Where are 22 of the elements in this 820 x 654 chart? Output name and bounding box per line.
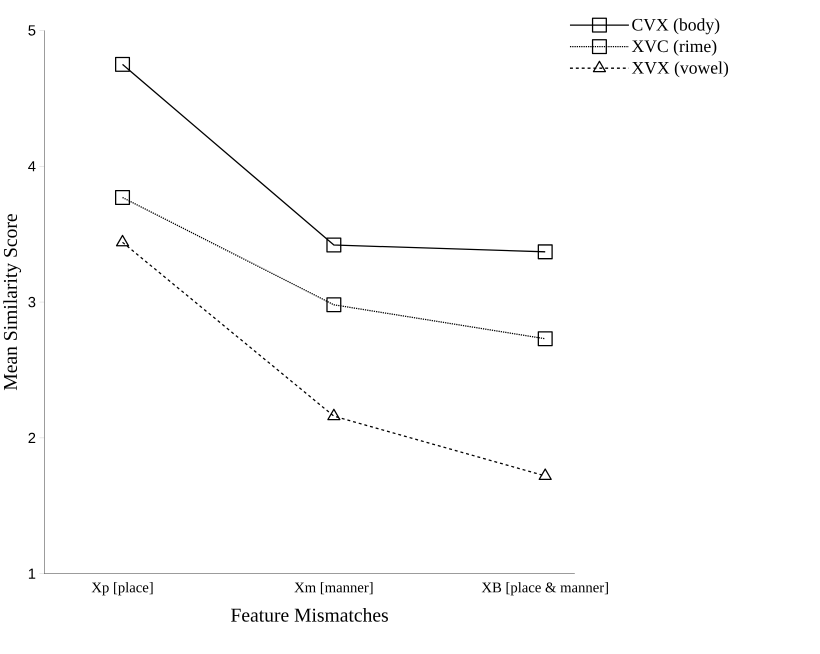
point [115, 56, 130, 72]
y-axis-title: Mean Similarity Score [3, 214, 22, 390]
x-tick-label: Xp [place] [92, 582, 153, 596]
point [327, 408, 340, 420]
legend-label: CVX (body) [632, 18, 720, 34]
y-tick-label: 3 [28, 296, 36, 308]
legend-label: XVX (vowel) [632, 61, 728, 78]
point [538, 244, 553, 260]
point [538, 468, 552, 480]
point [538, 331, 553, 346]
x-axis-title: Feature Mismatches [231, 608, 388, 622]
point [326, 237, 342, 252]
y-tick-label: 2 [28, 432, 36, 443]
x-tick-label: Xm [manner] [294, 582, 373, 594]
y-tick-label: 1 [28, 568, 36, 579]
x-tick-label: XB [place & manner] [482, 582, 608, 596]
point [116, 234, 130, 246]
point [115, 190, 130, 205]
y-tick-label: 4 [28, 161, 36, 172]
point [326, 297, 342, 312]
legend-label: XVC (rime) [632, 40, 716, 56]
y-tick-label: 5 [28, 25, 36, 36]
